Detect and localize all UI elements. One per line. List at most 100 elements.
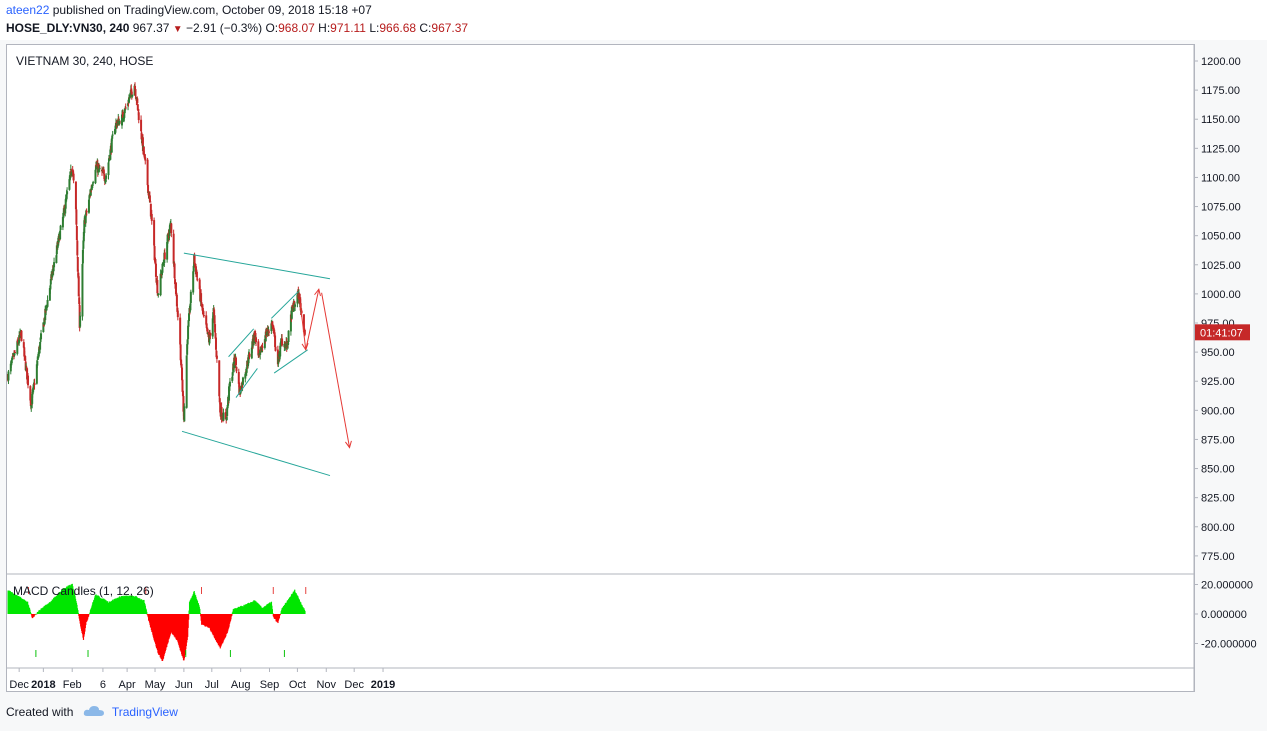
candle-body [231, 371, 234, 376]
candle [281, 334, 284, 347]
x-tick-label: Apr [119, 679, 136, 691]
y-tick-label: 850.00 [1201, 464, 1235, 476]
candle-body [81, 264, 84, 317]
candle-body [281, 338, 284, 346]
candle-body [279, 345, 282, 357]
macd-bars [7, 583, 306, 661]
author-link[interactable]: ateen22 [6, 3, 50, 17]
candle-body [268, 331, 271, 333]
tradingview-brand[interactable]: TradingView [111, 705, 178, 719]
candle-body [123, 108, 126, 114]
candle [53, 257, 56, 272]
candle-body [257, 341, 260, 356]
candle-body [148, 195, 151, 202]
projection-arrow-target [321, 292, 351, 448]
candle [215, 355, 218, 363]
open-value: 968.07 [278, 21, 315, 35]
candle [136, 96, 139, 105]
candle [163, 248, 166, 260]
y-tick-label: 1050.00 [1201, 231, 1241, 243]
y-tick-label: 800.00 [1201, 522, 1235, 534]
candle-body [187, 325, 190, 340]
candle-body [261, 346, 264, 348]
open-label: O: [265, 21, 279, 35]
candle-body [220, 407, 223, 418]
candle-body [153, 220, 156, 246]
macd-bar [29, 609, 31, 614]
trend-channel-line [271, 291, 299, 319]
macd-buy-signal: I [229, 649, 232, 660]
candle [59, 224, 62, 231]
x-tick-label: 6 [100, 679, 106, 691]
candle-body [39, 341, 42, 350]
candle-body [213, 309, 216, 315]
candle [144, 153, 147, 165]
candle [170, 222, 173, 238]
projection-arrow-up [305, 289, 320, 350]
candle-body [213, 315, 216, 324]
candle-body [31, 394, 34, 404]
candle-body [215, 350, 218, 358]
macd-sell-signal: I [200, 586, 203, 597]
y-tick-label: 1075.00 [1201, 202, 1241, 214]
candle-body [84, 215, 87, 223]
candle-body [23, 355, 26, 357]
macd-bar [77, 612, 79, 614]
candle-body [85, 210, 88, 213]
candle [98, 165, 101, 173]
chart-canvas[interactable]: VIETNAM 30, 240, HOSE 1200.00 1175.00 1150.… [0, 0, 1267, 700]
macd-tick-label: 20.000000 [1201, 580, 1253, 592]
candle [153, 217, 156, 249]
close-value: 967.37 [431, 21, 469, 35]
macd-bar [145, 609, 147, 614]
x-tick-label: Jul [205, 679, 219, 691]
footer: Created with TradingView [6, 705, 178, 720]
candle-body [27, 375, 30, 386]
published-text: published on TradingView.com, October 09… [52, 3, 372, 17]
candle-body [55, 255, 58, 264]
x-tick-label: Feb [63, 679, 82, 691]
macd-bar [35, 614, 38, 615]
candle-body [166, 234, 169, 244]
candle [261, 342, 264, 352]
candle-body [241, 377, 244, 385]
candle-body [87, 199, 90, 213]
candle-body [16, 339, 19, 343]
candle-body [214, 337, 217, 350]
x-tick-label: Aug [231, 679, 251, 691]
candle-body [237, 371, 240, 384]
candle-body [211, 318, 214, 337]
y-tick-label: 775.00 [1201, 551, 1235, 563]
candle [157, 293, 160, 298]
candle-body [222, 412, 225, 421]
high-value: 971.11 [330, 21, 366, 35]
candle-body [149, 203, 152, 217]
candle-body [181, 390, 184, 397]
candle [150, 209, 153, 225]
chart-header: ateen22 published on TradingView.com, Oc… [0, 0, 1267, 40]
candle-body [147, 184, 150, 193]
candle-body [16, 341, 19, 354]
candle-body [170, 223, 173, 234]
x-tick-label: Sep [260, 679, 280, 691]
candle [294, 302, 297, 312]
candle [7, 369, 10, 385]
candle-body [61, 216, 64, 228]
candle-body [196, 278, 199, 280]
candle-body [188, 313, 191, 322]
candle-body [33, 383, 36, 386]
candle-body [294, 304, 297, 307]
candle-body [13, 352, 16, 354]
candle [185, 355, 188, 409]
y-tick-label: 1125.00 [1201, 143, 1240, 155]
candle [149, 199, 152, 203]
last-price: 967.37 [132, 21, 170, 35]
candle-body [238, 382, 241, 395]
x-tick-label: 2018 [31, 679, 55, 691]
candle [77, 272, 80, 297]
candle-body [189, 303, 192, 311]
low-value: 966.68 [379, 21, 417, 35]
macd-bar [271, 609, 273, 614]
candle [287, 330, 290, 345]
candle-body [277, 356, 280, 364]
